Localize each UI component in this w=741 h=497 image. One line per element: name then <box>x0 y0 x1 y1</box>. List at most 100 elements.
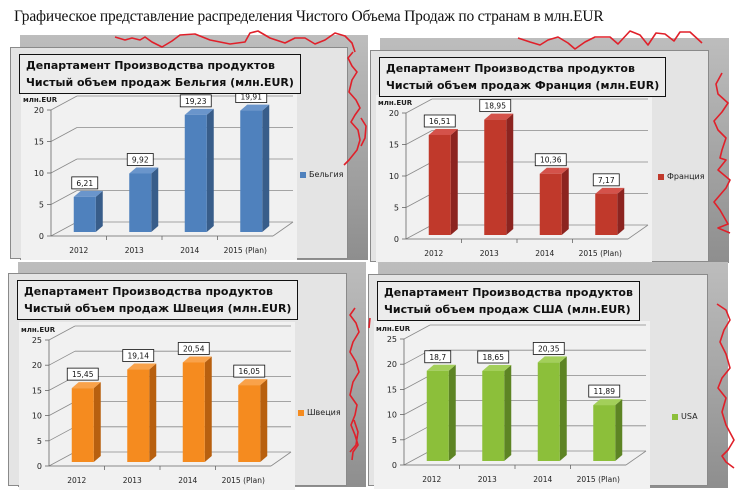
data-label-box <box>479 99 512 113</box>
data-label: 16,51 <box>429 117 451 126</box>
x-tick-label: 2012 <box>69 246 88 255</box>
x-tick-label: 2013 <box>125 246 144 255</box>
legend-swatch <box>672 413 678 420</box>
bar <box>184 114 207 232</box>
x-tick-label: 2015 (Plan) <box>579 249 622 258</box>
x-tick-label: 2015 (Plan) <box>577 475 620 484</box>
bar <box>539 173 562 235</box>
data-label-box <box>177 342 210 355</box>
data-label-box <box>233 364 266 378</box>
data-label: 18,65 <box>483 353 505 362</box>
legend-label: Франция <box>667 172 705 181</box>
chart-title: Департамент Производства продуктов Чисты… <box>19 54 301 94</box>
y-tick-label: 20 <box>32 361 42 370</box>
data-label-box <box>534 153 567 167</box>
y-tick-label: 5 <box>37 437 42 446</box>
bar <box>127 369 150 462</box>
bar <box>595 193 618 235</box>
bar-side <box>93 382 101 462</box>
y-tick-label: 10 <box>387 411 397 420</box>
bar-side <box>617 187 625 235</box>
bar-side <box>262 104 270 232</box>
data-label: 19,23 <box>185 97 207 106</box>
chart-title-line1: Департамент Производства продуктов <box>24 285 273 298</box>
data-label-box <box>532 342 565 355</box>
chart-panel-france: Департамент Производства продуктов Чисты… <box>370 50 709 263</box>
x-tick-label: 2015 (Plan) <box>224 246 267 255</box>
y-tick-label: 15 <box>387 385 397 394</box>
bar-top <box>182 356 212 363</box>
x-tick-label: 2014 <box>535 249 554 258</box>
bar-top <box>73 190 103 197</box>
data-label-box <box>179 94 212 108</box>
legend-swatch <box>658 173 664 180</box>
bar-side <box>450 128 458 235</box>
data-label: 7,17 <box>598 176 615 185</box>
legend-label: USA <box>681 412 698 421</box>
y-tick-label: 10 <box>389 172 399 181</box>
chart-title: Департамент Производства продуктов Чисты… <box>377 281 640 321</box>
chart-title-line2: Чистый объем продаж Бельгия (млн.EUR) <box>26 76 294 89</box>
bar <box>238 385 261 462</box>
bar-chart: млн.EUR 0 5 10 15 20 25 2012 18,7 2013 18,65 2014 20… <box>376 324 647 484</box>
chart-panel-sweden: Департамент Производства продуктов Чисты… <box>8 273 347 490</box>
bar-side <box>151 167 159 232</box>
bar-side <box>149 363 157 462</box>
data-label: 11,89 <box>594 387 616 396</box>
y-tick-label: 10 <box>34 169 44 178</box>
y-tick-label: 5 <box>39 201 44 210</box>
legend-label: Бельгия <box>309 170 344 179</box>
plot-area: млн.EUR 0 5 10 15 20 25 2012 15,45 2013 19,14 2014 2… <box>19 322 295 490</box>
bar-top <box>537 356 567 363</box>
data-label-box <box>122 349 155 362</box>
bar-top <box>595 187 625 194</box>
bar <box>182 362 205 462</box>
y-tick-label: 0 <box>37 462 42 471</box>
bar-side <box>448 364 456 461</box>
data-label-box <box>66 367 99 381</box>
bar-top <box>184 108 214 115</box>
y-tick-label: 0 <box>39 232 44 241</box>
y-axis-unit-label: млн.EUR <box>21 326 56 334</box>
bar <box>129 173 152 232</box>
bar <box>482 371 505 461</box>
bar <box>73 196 96 232</box>
legend: Швеция <box>298 408 341 417</box>
x-tick-label: 2013 <box>478 475 497 484</box>
y-tick-label: 0 <box>392 461 397 470</box>
bar-side <box>506 113 514 235</box>
data-label: 15,45 <box>72 370 94 379</box>
y-tick-label: 20 <box>387 360 397 369</box>
bar-chart: млн.EUR 0 5 10 15 20 2012 16,51 2013 18,95 2014 10,… <box>378 98 649 258</box>
data-label: 18,7 <box>429 353 446 362</box>
x-tick-label: 2014 <box>178 476 197 485</box>
bar-top <box>129 167 159 174</box>
legend: Бельгия <box>300 170 343 179</box>
y-tick-label: 25 <box>387 335 397 344</box>
bar-chart: млн.EUR 0 5 10 15 20 2012 6,21 2013 9,92 2014 19,23… <box>23 90 294 255</box>
chart-title: Департамент Производства продуктов Чисты… <box>379 57 667 97</box>
bar-side <box>559 356 567 461</box>
bar <box>537 362 560 461</box>
y-tick-label: 25 <box>32 336 42 345</box>
legend-swatch <box>298 409 304 416</box>
x-tick-label: 2012 <box>422 475 441 484</box>
bar-top <box>484 113 514 120</box>
data-label-box <box>71 176 99 190</box>
x-tick-label: 2014 <box>533 475 552 484</box>
bar <box>593 405 616 461</box>
y-axis-unit-label: млн.EUR <box>376 325 411 333</box>
chart-title-line2: Чистый объем продаж Швеция (млн.EUR) <box>24 302 292 315</box>
y-tick-label: 15 <box>32 386 42 395</box>
plot-area: млн.EUR 0 5 10 15 20 2012 16,51 2013 18,95 2014 10,… <box>376 95 652 263</box>
x-tick-label: 2014 <box>180 246 199 255</box>
chart-title-line1: Департамент Производства продуктов <box>386 62 635 75</box>
y-tick-label: 5 <box>394 204 399 213</box>
legend: Франция <box>658 172 705 181</box>
bar-chart: млн.EUR 0 5 10 15 20 25 2012 15,45 2013 19,14 2014 2… <box>21 325 292 485</box>
chart-panel-belgium: Департамент Производства продуктов Чисты… <box>10 47 348 260</box>
y-tick-label: 20 <box>34 106 44 115</box>
data-label: 16,05 <box>239 367 261 376</box>
chart-panel-usa: Департамент Производства продуктов Чисты… <box>368 274 708 489</box>
chart-title-line2: Чистый объем продаж США (млн.EUR) <box>384 303 631 316</box>
